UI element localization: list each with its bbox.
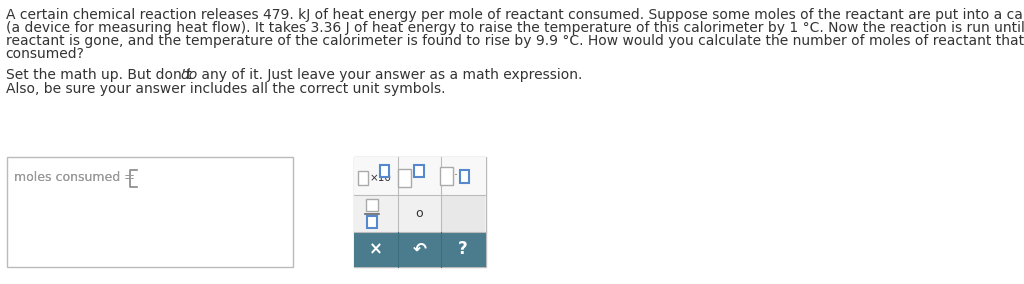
Bar: [354, 232, 486, 267]
Text: Set the math up. But don’t: Set the math up. But don’t: [6, 68, 196, 82]
Text: ×: ×: [369, 241, 383, 258]
Text: moles consumed =: moles consumed =: [14, 171, 139, 184]
Text: A certain chemical reaction releases 479. kJ of heat energy per mole of reactant: A certain chemical reaction releases 479…: [6, 8, 1024, 22]
Bar: [7, 157, 293, 267]
Text: ↶: ↶: [413, 241, 426, 258]
Text: ?: ?: [458, 241, 468, 258]
Bar: [368, 216, 377, 228]
Bar: [380, 165, 389, 177]
Bar: [415, 165, 424, 177]
Text: ·: ·: [454, 170, 458, 183]
Bar: [398, 169, 411, 187]
Bar: [460, 170, 469, 183]
Text: (a device for measuring heat flow). It takes 3.36 J of heat energy to raise the : (a device for measuring heat flow). It t…: [6, 21, 1024, 35]
Text: o: o: [416, 207, 423, 220]
Text: Also, be sure your answer includes all the correct unit symbols.: Also, be sure your answer includes all t…: [6, 82, 445, 96]
Text: ×10: ×10: [370, 173, 391, 183]
Bar: [441, 195, 484, 232]
Text: reactant is gone, and the temperature of the calorimeter is found to rise by 9.9: reactant is gone, and the temperature of…: [6, 34, 1024, 48]
Bar: [354, 157, 486, 267]
Bar: [354, 195, 486, 232]
Bar: [357, 171, 368, 185]
Text: consumed?: consumed?: [6, 47, 85, 61]
Bar: [440, 167, 454, 185]
Text: moles consumed =: moles consumed =: [14, 171, 139, 184]
Text: do: do: [180, 68, 198, 82]
Bar: [367, 199, 378, 211]
Text: any of it. Just leave your answer as a math expression.: any of it. Just leave your answer as a m…: [197, 68, 582, 82]
Bar: [354, 157, 486, 195]
